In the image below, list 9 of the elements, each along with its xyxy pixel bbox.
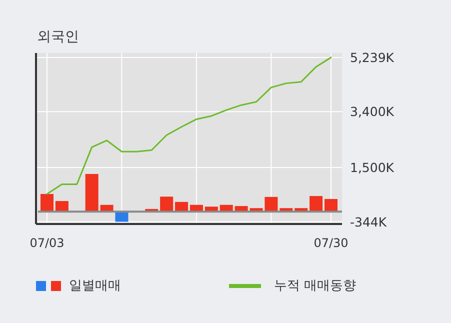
y-tick-label: 1,500K <box>350 160 395 175</box>
x-tick-label: 07/03 <box>30 236 64 250</box>
x-tick-label: 07/30 <box>314 236 348 250</box>
legend-label: 누적 매매동향 <box>274 278 356 294</box>
legend-label: 일별매매 <box>69 278 121 294</box>
y-tick-label: 3,400K <box>350 104 395 120</box>
chart-title: 외국인 <box>37 29 79 45</box>
y-tick-label: 5,239K <box>350 50 395 65</box>
y-tick-label: -344K <box>350 214 388 230</box>
